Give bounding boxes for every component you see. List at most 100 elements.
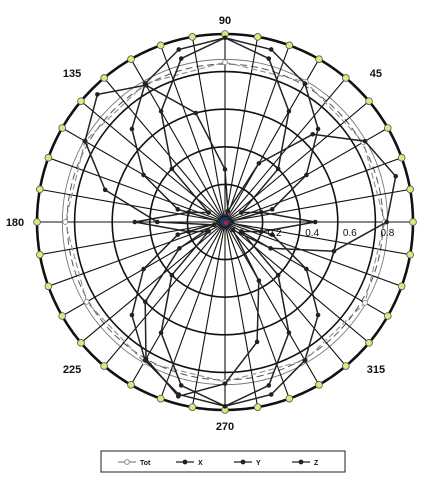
angle-tick-label: 180 — [6, 217, 24, 229]
rim-marker — [253, 33, 262, 41]
grid-spoke — [39, 188, 226, 223]
grid-spoke — [48, 221, 226, 287]
angle-tick-label: 315 — [367, 364, 385, 376]
grid-spoke — [160, 45, 226, 223]
rim-marker — [58, 124, 66, 132]
rim-marker — [44, 282, 53, 291]
legend-item-tot: Tot — [118, 459, 151, 467]
data-point — [286, 330, 292, 336]
rim-marker — [253, 403, 262, 411]
data-point — [238, 210, 244, 215]
rim-marker — [100, 74, 108, 82]
grid-spoke — [224, 58, 320, 223]
data-point — [129, 126, 135, 132]
rim-marker — [365, 339, 373, 347]
series-z — [132, 35, 318, 409]
data-point — [158, 330, 164, 336]
rim-marker — [384, 312, 392, 320]
data-point — [310, 131, 316, 137]
data-point — [175, 394, 181, 399]
data-point — [193, 110, 199, 116]
legend-item-x: X — [176, 459, 203, 467]
data-point — [62, 219, 69, 225]
data-point — [362, 299, 368, 306]
legend-swatch-marker — [124, 459, 130, 465]
rim-marker — [77, 339, 85, 347]
grid-spoke — [224, 100, 370, 223]
data-point — [206, 229, 212, 234]
data-point — [186, 209, 191, 215]
data-point — [82, 138, 88, 144]
rim-marker — [365, 97, 373, 105]
rim-marker — [285, 394, 294, 403]
angle-tick-label: 90 — [219, 15, 231, 27]
rim-marker — [58, 312, 66, 320]
rim-marker — [100, 362, 108, 370]
rim-marker — [397, 282, 406, 291]
data-point — [95, 92, 100, 97]
data-point — [302, 81, 308, 86]
data-point — [129, 312, 135, 318]
data-point — [222, 167, 228, 172]
legend-label: Tot — [140, 460, 151, 467]
rim-marker — [397, 153, 406, 162]
rim-marker — [156, 394, 165, 403]
data-point — [83, 299, 90, 305]
legend-item-y: Y — [234, 459, 261, 467]
data-point — [275, 272, 281, 278]
data-point — [222, 35, 228, 41]
data-point — [275, 166, 281, 172]
grid-spoke — [80, 100, 226, 223]
legend-label: Z — [314, 460, 319, 467]
data-point — [269, 207, 275, 212]
polar-grid — [33, 30, 417, 414]
angle-tick-label: 45 — [370, 68, 382, 80]
data-point — [315, 126, 321, 132]
legend-box — [100, 450, 346, 473]
data-point — [155, 219, 160, 225]
data-point — [178, 56, 184, 61]
grid-spoke — [191, 221, 226, 408]
grid-spoke — [224, 221, 411, 256]
data-point — [222, 59, 228, 66]
grid-spoke — [39, 221, 226, 256]
rim-marker — [36, 250, 44, 259]
radial-tick-label: 0.8 — [380, 228, 394, 239]
data-point — [142, 299, 148, 305]
grid-spoke — [103, 77, 226, 223]
rim-marker — [315, 55, 323, 63]
angle-tick-label: 135 — [63, 68, 81, 80]
data-point — [178, 383, 184, 388]
rim-marker — [36, 185, 44, 194]
grid-spoke — [103, 221, 226, 367]
legend-label: X — [198, 460, 203, 467]
data-point — [393, 173, 398, 179]
data-point — [238, 229, 244, 234]
data-point — [186, 229, 191, 235]
legend-label: Y — [256, 460, 261, 467]
data-point — [177, 246, 182, 251]
rim-marker — [315, 381, 323, 389]
data-point — [141, 266, 146, 272]
data-point — [331, 248, 337, 254]
series-y — [82, 82, 398, 399]
data-point — [312, 219, 318, 225]
data-point — [132, 219, 138, 225]
rim-marker — [156, 41, 165, 50]
data-point — [304, 172, 309, 178]
rim-marker — [406, 185, 414, 194]
grid-spoke — [224, 221, 290, 399]
data-point — [230, 227, 236, 233]
rim-marker — [188, 403, 197, 411]
data-point — [176, 47, 182, 52]
grid-spoke — [224, 157, 402, 223]
data-point — [143, 82, 149, 88]
angle-tick-label: 270 — [216, 421, 234, 433]
data-point — [286, 108, 292, 114]
data-point — [315, 312, 321, 318]
data-point — [269, 232, 275, 237]
grid-spoke — [224, 221, 347, 367]
rim-marker — [127, 381, 135, 389]
data-point — [175, 232, 181, 237]
rim-marker — [342, 362, 350, 370]
